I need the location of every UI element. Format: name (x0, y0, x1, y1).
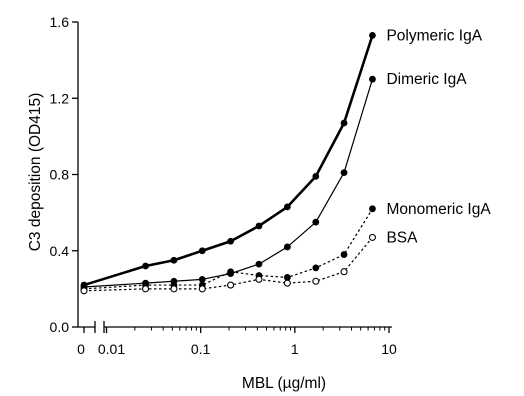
y-tick-label: 1.2 (50, 90, 70, 106)
x-tick-label: 0.1 (191, 341, 211, 357)
data-point (369, 75, 376, 83)
series-label: Dimeric IgA (386, 71, 467, 88)
series-line (83, 208, 373, 290)
data-point (170, 256, 178, 264)
data-point (80, 287, 88, 295)
data-point (227, 268, 235, 276)
x-axis-label: MBL (µg/ml) (242, 375, 326, 392)
series-line (83, 237, 373, 292)
data-point (340, 268, 348, 276)
y-axis-label: C3 deposition (OD415) (27, 93, 44, 252)
data-point (198, 285, 206, 293)
x-tick-label: 0 (77, 341, 85, 357)
data-point (340, 169, 348, 176)
data-point (142, 262, 149, 270)
data-point (312, 277, 320, 285)
data-point (368, 233, 376, 241)
data-point (227, 237, 235, 245)
data-point (170, 285, 178, 293)
data-point (369, 31, 376, 39)
data-point (283, 243, 291, 251)
x-tick-label: 0.01 (98, 341, 125, 357)
data-point (198, 247, 206, 255)
y-tick-label: 0.4 (50, 243, 70, 259)
data-point (283, 279, 291, 287)
y-tick-label: 0.0 (50, 319, 70, 335)
series-label: Monomeric IgA (386, 201, 491, 218)
data-point (142, 285, 150, 293)
data-point (255, 260, 263, 268)
series-label: Polymeric IgA (386, 27, 482, 44)
data-point (227, 281, 235, 289)
data-point (340, 119, 348, 127)
y-tick-label: 1.6 (50, 14, 70, 30)
x-tick-label: 10 (381, 341, 397, 357)
data-point (255, 222, 263, 230)
series-layer (80, 31, 376, 295)
data-point (198, 275, 206, 283)
data-point (255, 275, 263, 283)
series-line (83, 79, 374, 288)
data-point (340, 251, 348, 258)
data-point (312, 218, 320, 226)
data-point (312, 173, 320, 180)
labels-layer: MBL (µg/ml) C3 deposition (OD415) Polyme… (27, 27, 491, 392)
x-tick-label: 1 (291, 341, 299, 357)
series-label: BSA (386, 229, 418, 246)
data-point (283, 203, 291, 211)
data-point (312, 264, 320, 272)
data-point (369, 205, 376, 213)
y-tick-label: 0.8 (50, 167, 70, 183)
data-point (283, 274, 291, 281)
series-line (83, 34, 374, 287)
axes: 0.0 0.4 0.8 1.2 1.6 0 0.01 0.1 1 10 (50, 14, 397, 357)
